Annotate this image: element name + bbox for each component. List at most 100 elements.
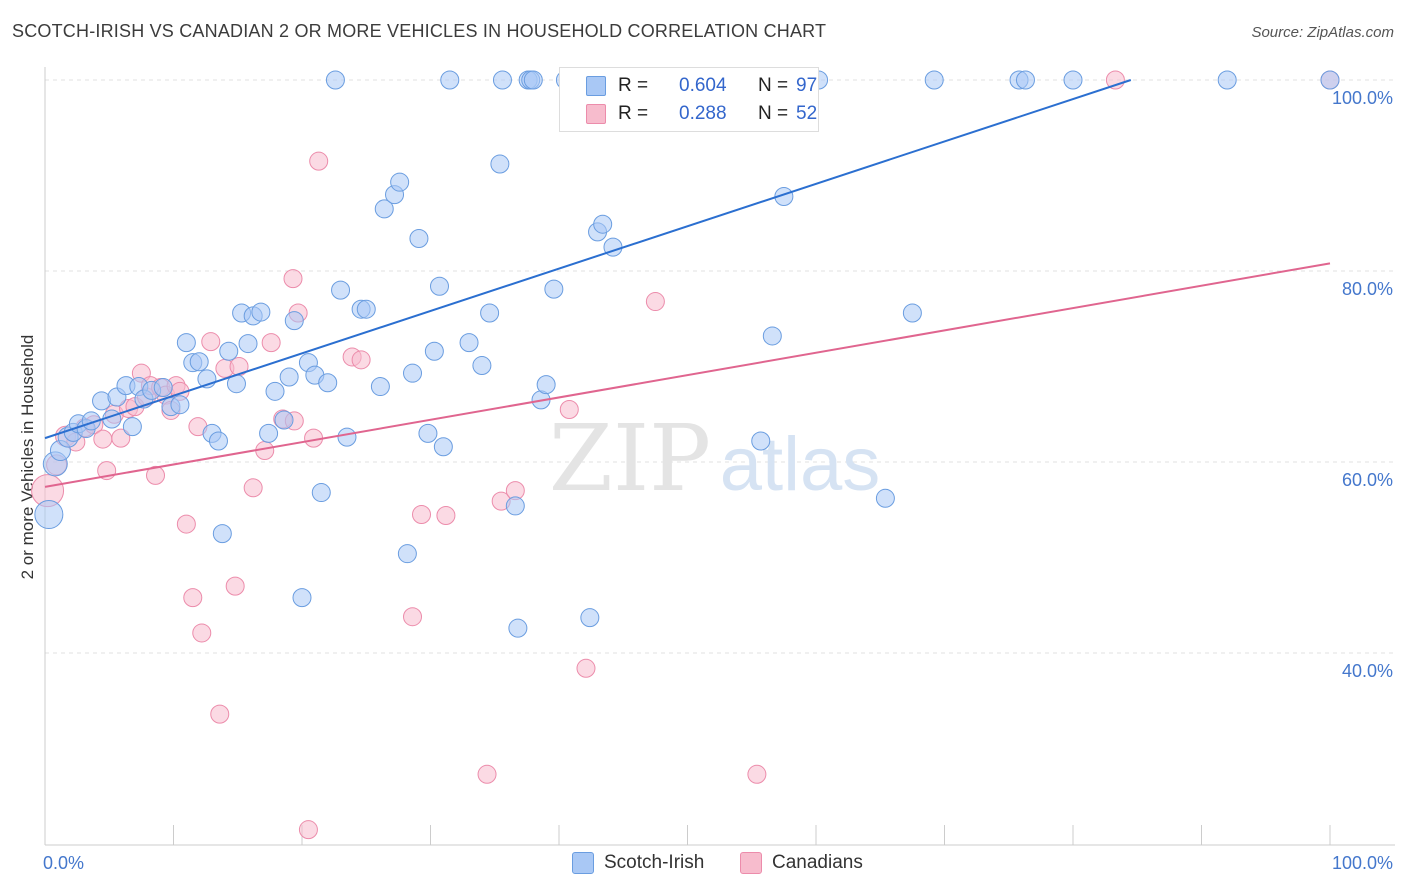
scotch-irish-point [238, 334, 258, 354]
scotch-irish-point [429, 276, 449, 296]
series-legend: Scotch-Irish Canadians [0, 852, 1406, 878]
trend-lines [44, 79, 1331, 488]
scotch-irish-point [459, 333, 479, 353]
canadians-point [183, 588, 203, 608]
canadians-point [351, 350, 371, 370]
canadians-point [146, 465, 166, 485]
scotch-irish-point [212, 524, 232, 544]
canadians-point [576, 658, 596, 678]
canadians-legend-swatch [740, 852, 762, 874]
r-label: R = [618, 75, 649, 96]
canadians-point [298, 820, 318, 840]
scotch-irish-point [409, 229, 429, 249]
scotch-irish-point [418, 423, 438, 443]
scotch-irish-point [153, 378, 173, 398]
scotch-irish-point [331, 280, 351, 300]
canadians-point [436, 505, 456, 525]
legend-item-scotch-irish[interactable]: Scotch-Irish [572, 852, 704, 874]
scotch-irish-point [751, 431, 771, 451]
scotch-irish-point [397, 544, 417, 564]
scotch-irish-point [311, 483, 331, 503]
canadians-point [243, 478, 263, 498]
stats-legend: R = 0.604 N = 97 R = 0.288 N = 52 [559, 67, 819, 132]
canadians-point [403, 607, 423, 627]
scotch-irish-point [325, 70, 345, 90]
legend-label: Scotch-Irish [604, 852, 705, 873]
scotch-irish-point [279, 367, 299, 387]
canadians-point [192, 623, 212, 643]
canadians-point [645, 292, 665, 312]
scotch-irish-trend-line [44, 79, 1132, 440]
scotch-irish-point [424, 341, 444, 361]
canadians-point [747, 764, 767, 784]
scotch-irish-point [176, 333, 196, 353]
n-value: 97 [796, 75, 818, 96]
scotch-irish-point [902, 303, 922, 323]
scotch-irish-point [523, 70, 543, 90]
scotch-irish-points [34, 70, 1340, 638]
canadians-point [210, 704, 230, 724]
scotch-irish-point [34, 500, 64, 530]
scotch-irish-point [490, 154, 510, 174]
scotch-irish-point [403, 363, 423, 383]
scotch-irish-point [219, 341, 239, 361]
scotch-irish-point [924, 70, 944, 90]
canadians-point [309, 151, 329, 171]
watermark-zip: ZIP [549, 405, 711, 512]
scotch-irish-point [370, 377, 390, 397]
watermark: ZIP atlas [549, 405, 880, 512]
n-value: 52 [796, 103, 818, 124]
scotch-irish-point [208, 431, 228, 451]
r-label: R = [618, 103, 649, 124]
scotch-irish-point [580, 608, 600, 628]
canadians-point [477, 764, 497, 784]
scotch-irish-point [1015, 70, 1035, 90]
scotch-irish-point [337, 427, 357, 447]
canadians-point [201, 332, 221, 352]
scotch-irish-point [265, 381, 285, 401]
legend-label: Canadians [772, 852, 863, 873]
scotch-irish-point [170, 395, 190, 415]
canadians-point [559, 399, 579, 419]
canadians-point [225, 576, 245, 596]
scotch-irish-point [440, 70, 460, 90]
y-tick-label: 80.0% [1342, 279, 1393, 299]
scotch-irish-point [1063, 70, 1083, 90]
scotch-irish-point [472, 356, 492, 376]
canadians-point [93, 429, 113, 449]
scotch-irish-point [1217, 70, 1237, 90]
x-tick-label: 100.0% [1332, 853, 1393, 873]
scotch-irish-point [875, 488, 895, 508]
y-tick-label: 40.0% [1342, 661, 1393, 681]
canadians-swatch [586, 104, 606, 124]
canadians-point [261, 333, 281, 353]
canadians-point [283, 269, 303, 289]
scotch-irish-point [374, 199, 394, 219]
scotch-irish-point [1320, 70, 1340, 90]
scotch-irish-point [593, 214, 613, 234]
scotch-irish-point [356, 299, 376, 319]
watermark-atlas: atlas [720, 422, 881, 507]
n-label: N = [758, 75, 789, 96]
scotch-irish-point [122, 417, 142, 437]
canadians-point [176, 514, 196, 534]
canadians-point [111, 428, 131, 448]
scotch-irish-point [544, 279, 564, 299]
scotch-irish-point [492, 70, 512, 90]
axes [44, 67, 1395, 846]
scotch-irish-point [259, 423, 279, 443]
n-label: N = [758, 103, 789, 124]
source-label: Source: ZipAtlas.com [1251, 24, 1394, 41]
y-tick-label: 60.0% [1342, 470, 1393, 490]
legend-item-canadians[interactable]: Canadians [740, 852, 863, 874]
scotch-irish-point [508, 618, 528, 638]
scotch-irish-point [318, 373, 338, 393]
scotch-irish-legend-swatch [572, 852, 594, 874]
scotch-irish-point [284, 311, 304, 331]
x-tick-label: 0.0% [43, 853, 84, 873]
canadians-point [412, 505, 432, 525]
scotch-irish-point [480, 303, 500, 323]
r-value: 0.604 [679, 75, 727, 96]
r-value: 0.288 [679, 103, 727, 124]
